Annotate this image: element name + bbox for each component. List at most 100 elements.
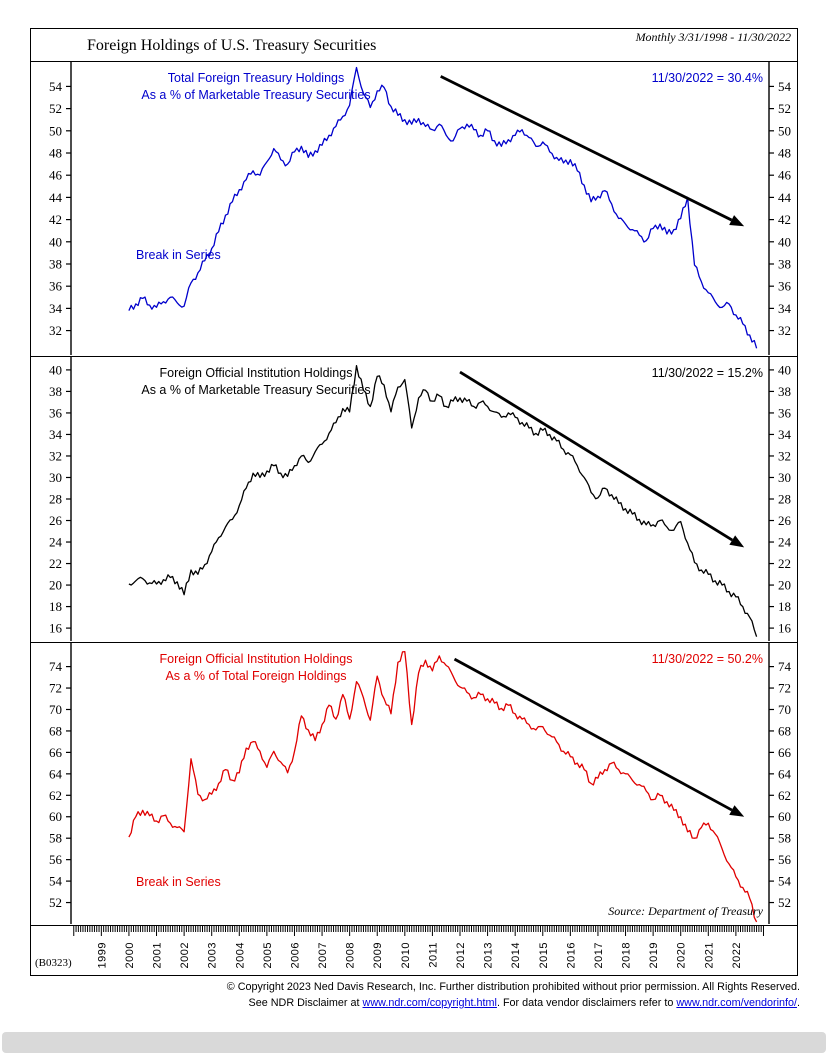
svg-text:2019: 2019 (648, 942, 660, 968)
svg-text:2004: 2004 (234, 942, 246, 968)
vendorinfo-link[interactable]: www.ndr.com/vendorinfo/ (676, 996, 797, 1009)
svg-text:2018: 2018 (621, 942, 633, 968)
svg-text:46: 46 (778, 168, 792, 183)
svg-text:2001: 2001 (152, 942, 164, 968)
svg-text:2015: 2015 (538, 942, 550, 968)
svg-text:40: 40 (778, 362, 791, 377)
svg-text:54: 54 (778, 874, 792, 889)
svg-text:44: 44 (49, 190, 63, 205)
svg-text:60: 60 (778, 809, 791, 824)
svg-text:42: 42 (49, 212, 62, 227)
panel-official-pct-total-foreign: 52 52 54 54 56 56 58 58 60 60 62 62 64 64 66 66 68 68 70 70… (31, 642, 797, 925)
svg-text:40: 40 (49, 234, 62, 249)
x-axis-strip: 1999 2000 2001 2002 2003 2004 2005 2006 2007 2008… (31, 925, 797, 977)
svg-text:58: 58 (778, 831, 791, 846)
svg-text:32: 32 (778, 323, 791, 338)
svg-text:66: 66 (49, 745, 63, 760)
svg-text:32: 32 (778, 448, 791, 463)
panel-total-foreign-holdings: 32 32 34 34 36 36 38 38 40 40 42 42 44 44 46 46 48 48 50 50… (31, 61, 797, 356)
svg-text:16: 16 (778, 621, 792, 636)
svg-text:50: 50 (778, 123, 791, 138)
svg-text:66: 66 (778, 745, 792, 760)
panel1-latest-value: 11/30/2022 = 30.4% (651, 71, 763, 85)
svg-text:36: 36 (49, 405, 63, 420)
svg-text:72: 72 (778, 681, 791, 696)
svg-text:36: 36 (49, 279, 63, 294)
svg-text:42: 42 (778, 212, 791, 227)
svg-text:2013: 2013 (483, 942, 495, 968)
svg-text:46: 46 (49, 168, 63, 183)
svg-text:54: 54 (49, 79, 63, 94)
panel3-subtitle-1: Foreign Official Institution Holdings (159, 652, 353, 666)
panel2-plot: 16 16 18 18 20 20 22 22 24 24 26 26 28 28 30 30 32 32 34 34… (49, 357, 792, 641)
svg-text:20: 20 (49, 578, 62, 593)
svg-text:2000: 2000 (124, 942, 136, 968)
svg-text:38: 38 (49, 384, 62, 399)
svg-text:2014: 2014 (510, 942, 522, 968)
svg-text:24: 24 (49, 535, 63, 550)
svg-text:44: 44 (778, 190, 792, 205)
svg-text:40: 40 (49, 362, 62, 377)
svg-text:30: 30 (778, 470, 791, 485)
chart-title: Foreign Holdings of U.S. Treasury Securi… (87, 37, 377, 54)
svg-text:58: 58 (49, 831, 62, 846)
chart-figure: Foreign Holdings of U.S. Treasury Securi… (30, 28, 798, 976)
svg-text:18: 18 (778, 599, 791, 614)
svg-text:2002: 2002 (179, 942, 191, 968)
svg-text:2022: 2022 (731, 942, 743, 968)
svg-text:72: 72 (49, 681, 62, 696)
svg-text:2016: 2016 (565, 942, 577, 968)
bottom-scrollbar[interactable] (2, 1032, 826, 1053)
svg-text:32: 32 (49, 448, 62, 463)
svg-text:70: 70 (49, 702, 62, 717)
svg-text:50: 50 (49, 123, 62, 138)
svg-text:54: 54 (49, 874, 63, 889)
svg-text:34: 34 (778, 301, 792, 316)
svg-text:48: 48 (778, 146, 791, 161)
disclaimer-line: See NDR Disclaimer at www.ndr.com/copyri… (227, 996, 800, 1012)
svg-text:34: 34 (49, 427, 63, 442)
panel3-subtitle-2: As a % of Total Foreign Holdings (165, 669, 347, 683)
panel2-latest-value: 11/30/2022 = 15.2% (651, 366, 763, 380)
svg-text:30: 30 (49, 470, 62, 485)
svg-text:38: 38 (778, 256, 791, 271)
panel1-subtitle-1: Total Foreign Treasury Holdings (167, 71, 345, 85)
disclaimer-middle: . For data vendor disclaimers refer to (496, 996, 677, 1009)
panel3-latest-value: 11/30/2022 = 50.2% (651, 652, 763, 666)
panel3-break-in-series-label: Break in Series (136, 875, 221, 889)
source-label: Source: Department of Treasury (608, 904, 763, 918)
svg-text:56: 56 (778, 852, 792, 867)
svg-text:2003: 2003 (207, 942, 219, 968)
x-axis-ticks: 1999 2000 2001 2002 2003 2004 2005 2006 2007 2008… (73, 926, 764, 968)
copyright-line: © Copyright 2023 Ned Davis Research, Inc… (226, 981, 800, 993)
chart-id-label: (B0323) (35, 957, 72, 969)
svg-text:18: 18 (49, 599, 62, 614)
svg-text:68: 68 (49, 723, 62, 738)
svg-text:32: 32 (49, 323, 62, 338)
svg-text:38: 38 (778, 384, 791, 399)
svg-text:28: 28 (778, 492, 791, 507)
svg-text:1999: 1999 (96, 942, 108, 968)
svg-text:36: 36 (778, 405, 792, 420)
svg-text:52: 52 (49, 101, 62, 116)
svg-text:52: 52 (778, 101, 791, 116)
disclaimer-suffix: . (797, 996, 800, 1009)
svg-text:40: 40 (778, 234, 791, 249)
svg-text:34: 34 (49, 301, 63, 316)
svg-text:34: 34 (778, 427, 792, 442)
svg-text:2009: 2009 (372, 942, 384, 968)
copyright-link[interactable]: www.ndr.com/copyright.html (362, 996, 497, 1009)
svg-text:68: 68 (778, 723, 791, 738)
svg-text:74: 74 (49, 659, 63, 674)
svg-text:2007: 2007 (317, 942, 329, 968)
panel2-subtitle-1: Foreign Official Institution Holdings (159, 366, 353, 380)
svg-text:26: 26 (49, 513, 63, 528)
svg-text:54: 54 (778, 79, 792, 94)
svg-text:26: 26 (778, 513, 792, 528)
svg-text:52: 52 (778, 895, 791, 910)
svg-text:64: 64 (778, 766, 792, 781)
panel-official-pct-marketable: 16 16 18 18 20 20 22 22 24 24 26 26 28 28 30 30 32 32 34 34… (31, 356, 797, 642)
svg-text:2017: 2017 (593, 942, 605, 968)
svg-text:22: 22 (778, 556, 791, 571)
svg-text:2010: 2010 (400, 942, 412, 968)
